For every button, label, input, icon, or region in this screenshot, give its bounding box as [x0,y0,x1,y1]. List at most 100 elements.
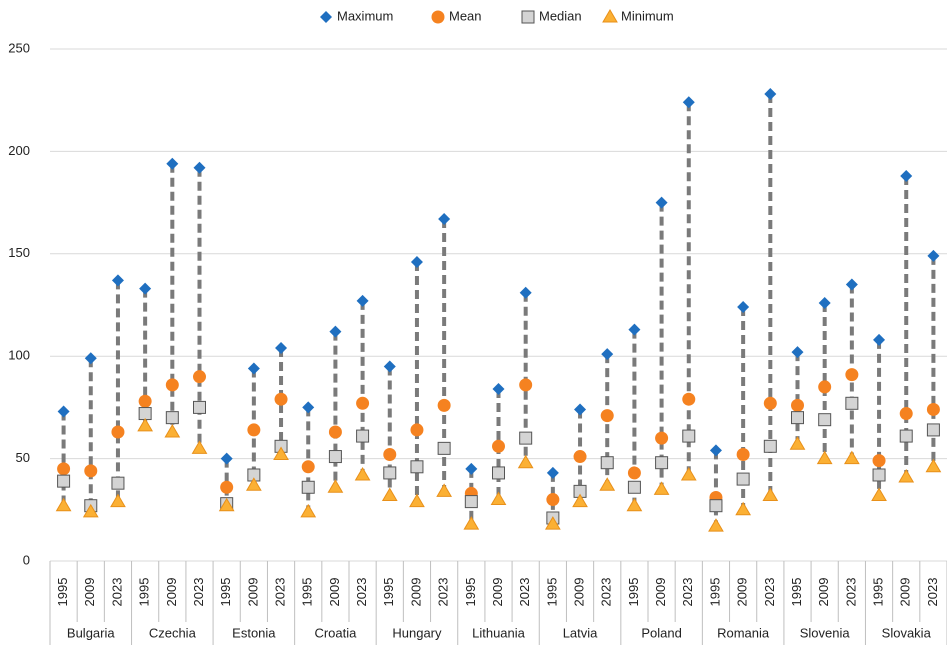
marker-triangle [164,423,181,438]
marker-circle [519,378,533,392]
marker-triangle [436,483,453,497]
marker-square [138,407,152,421]
marker-triangle [843,450,860,465]
group-label: Lithuania [472,625,526,640]
marker-diamond [166,157,179,170]
marker-square [356,429,370,443]
x-tick-label: 2023 [762,578,777,607]
x-tick-label: 2009 [490,578,505,607]
x-tick-label: 1995 [463,578,478,607]
marker-square [328,450,342,464]
marker-triangle [137,417,154,432]
marker-circle [165,378,179,392]
marker-triangle [762,487,779,501]
marker-diamond [764,88,777,101]
legend-label: Mean [449,8,482,23]
x-tick-label: 2009 [816,578,831,607]
marker-diamond [329,325,342,338]
group-label: Croatia [314,625,357,640]
marker-square [600,456,614,470]
marker-circle [138,394,152,408]
marker-diamond [546,466,559,479]
marker-circle [682,392,696,406]
marker-circle [383,448,397,462]
marker-square [165,411,179,425]
marker-diamond [900,169,913,182]
marker-square [899,429,913,443]
marker-triangle [626,497,643,512]
marker-triangle [218,497,235,512]
marker-square [57,474,71,488]
x-tick-label: 2009 [408,578,423,607]
marker-circle [111,425,125,439]
marker-diamond [410,255,423,268]
group-label: Poland [641,625,681,640]
x-tick-label: 2009 [653,578,668,607]
marker-diamond [628,323,641,336]
marker-triangle [490,491,507,506]
marker-square [709,499,723,513]
marker-circle [84,464,98,478]
x-tick-label: 1995 [55,578,70,607]
marker-diamond [927,249,940,262]
marker-circle [573,450,587,464]
marker-diamond [655,196,668,209]
marker-triangle [871,487,887,501]
marker-circle [57,462,71,476]
marker-diamond [791,346,804,359]
marker-square [627,480,641,494]
marker-triangle [327,479,344,493]
x-tick-label: 1995 [300,578,315,607]
group-label: Romania [717,625,770,640]
marker-diamond [873,333,886,346]
marker-triangle [110,493,126,508]
marker-diamond [57,405,70,418]
x-tick-label: 1995 [137,578,152,607]
marker-circle [736,448,750,462]
marker-circle [492,439,505,453]
marker-circle [546,493,560,507]
y-tick-label: 200 [8,143,30,158]
marker-diamond [320,11,332,23]
marker-circle [655,431,669,445]
marker-square [464,495,478,509]
marker-diamond [492,382,505,395]
legend-label: Minimum [621,8,674,23]
x-tick-label: 2023 [436,578,451,607]
marker-circle [818,380,832,394]
x-tick-label: 2023 [680,578,695,607]
marker-circle [600,409,614,423]
x-tick-label: 2023 [925,578,940,607]
x-tick-label: 2009 [571,578,586,607]
x-tick-label: 2023 [109,578,124,607]
marker-triangle [273,446,289,461]
y-tick-label: 150 [8,245,30,260]
x-tick-label: 1995 [626,578,641,607]
marker-circle [328,425,342,439]
marker-diamond [302,401,315,414]
marker-diamond [383,360,396,373]
x-tick-label: 2023 [354,578,369,607]
x-tick-label: 1995 [218,578,233,607]
marker-circle [845,368,859,382]
marker-diamond [111,274,124,287]
marker-triangle [816,450,833,465]
marker-circle [247,423,261,437]
group-label: Estonia [232,625,276,640]
marker-square [383,466,397,480]
marker-diamond [845,278,858,291]
marker-diamond [193,161,206,174]
marker-diamond [682,96,695,109]
marker-square [519,431,533,445]
marker-triangle [381,487,398,501]
group-label: Slovakia [882,625,932,640]
marker-diamond [84,352,97,365]
marker-square [926,423,940,437]
marker-triangle [409,493,425,508]
marker-square [682,429,696,443]
legend-label: Median [539,8,582,23]
marker-circle [220,480,234,494]
marker-square [655,456,669,470]
x-tick-label: 2009 [898,578,913,607]
